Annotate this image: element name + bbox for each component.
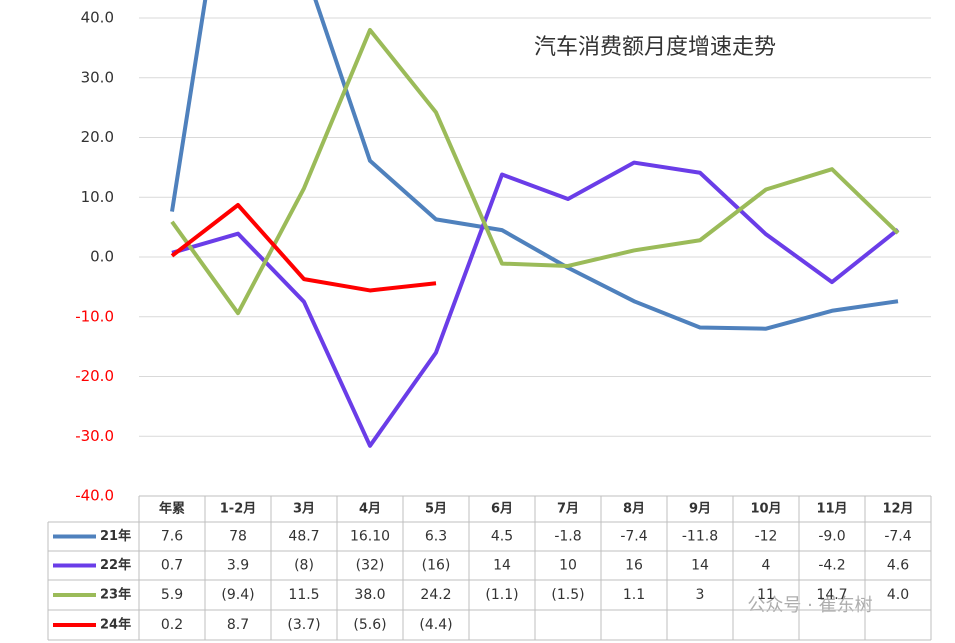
x-tick-label: 8月: [623, 502, 645, 517]
legend-label: 24年: [100, 617, 131, 633]
watermark: 公众号 · 崔东树: [747, 595, 872, 616]
table-value: 6.3: [425, 529, 447, 545]
table-value: -7.4: [620, 529, 647, 545]
table-value: 11: [757, 587, 775, 603]
table-value: -12: [755, 529, 778, 545]
table-value: -1.8: [554, 529, 581, 545]
legend-label: 21年: [100, 528, 131, 544]
table-value: 0.7: [161, 558, 183, 574]
table-value: 4: [762, 558, 771, 574]
table-value: 8.7: [227, 617, 249, 633]
series-line: [171, 160, 900, 448]
legend-label: 22年: [100, 557, 131, 573]
y-tick-label: -20.0: [75, 367, 114, 385]
y-tick-label: 0.0: [90, 248, 114, 266]
table-value: (1.5): [551, 587, 584, 603]
x-tick-label: 7月: [557, 502, 579, 517]
table-value: (8): [294, 558, 314, 574]
x-tick-label: 11月: [816, 502, 847, 517]
table-value: -9.0: [818, 529, 845, 545]
table-value: 16: [625, 558, 643, 574]
table-value: 14.7: [816, 587, 847, 603]
table-value: (4.4): [419, 617, 452, 633]
table-value: 4.6: [887, 558, 909, 574]
x-tick-label: 年累: [159, 501, 185, 517]
x-tick-label: 10月: [750, 502, 781, 517]
x-tick-label: 4月: [359, 502, 381, 517]
table-value: 5.9: [161, 587, 183, 603]
table-value: 4.0: [887, 587, 909, 603]
x-tick-label: 6月: [491, 502, 513, 517]
table-value: 3: [696, 587, 705, 603]
table-value: 48.7: [288, 529, 319, 545]
table-value: 11.5: [288, 587, 319, 603]
y-tick-label: 30.0: [81, 68, 114, 86]
series-line: [170, 203, 437, 293]
y-tick-label: -30.0: [75, 427, 114, 445]
legend-label: 23年: [100, 587, 131, 603]
x-tick-label: 5月: [425, 502, 447, 517]
table-value: 78: [229, 529, 247, 545]
y-tick-label: -10.0: [75, 307, 114, 325]
table-value: 4.5: [491, 529, 513, 545]
table-value: -7.4: [884, 529, 911, 545]
table-value: -4.2: [818, 558, 845, 574]
x-tick-label: 12月: [882, 502, 913, 517]
table-value: 38.0: [354, 587, 385, 603]
y-tick-label: 10.0: [81, 188, 114, 206]
table-value: 14: [493, 558, 511, 574]
x-tick-label: 1-2月: [220, 502, 257, 517]
table-value: (3.7): [287, 617, 320, 633]
table-value: (32): [356, 558, 385, 574]
table-value: 16.10: [350, 529, 390, 545]
table-value: (1.1): [485, 587, 518, 603]
y-tick-label: -40.0: [75, 487, 114, 505]
table-value: -11.8: [682, 529, 718, 545]
table-value: 3.9: [227, 558, 249, 574]
table-value: (16): [422, 558, 451, 574]
y-tick-label: 20.0: [81, 128, 114, 146]
y-tick-label: 40.0: [81, 9, 114, 27]
table-value: 1.1: [623, 587, 645, 603]
table-value: 14: [691, 558, 709, 574]
table-value: 24.2: [420, 587, 451, 603]
series-line: [170, 0, 899, 331]
table-value: (5.6): [353, 617, 386, 633]
chart-title: 汽车消费额月度增速走势: [534, 35, 776, 60]
x-tick-label: 9月: [689, 502, 711, 517]
table-value: 0.2: [161, 617, 183, 633]
series-line: [170, 27, 900, 316]
table-value: 10: [559, 558, 577, 574]
table-value: 7.6: [161, 529, 183, 545]
table-value: (9.4): [221, 587, 254, 603]
x-tick-label: 3月: [293, 502, 315, 517]
